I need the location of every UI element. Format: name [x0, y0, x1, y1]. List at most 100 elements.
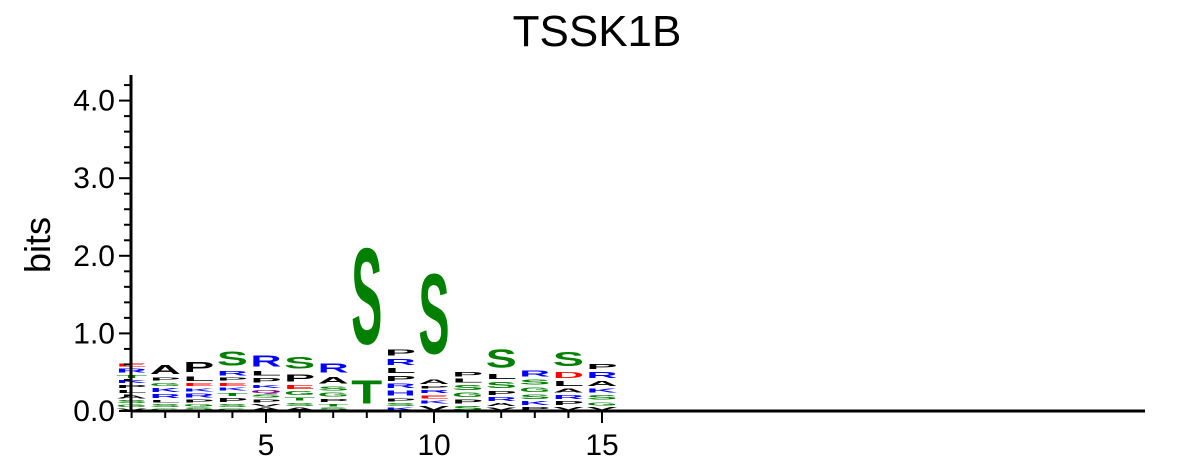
- logo-letter-S: S: [284, 354, 315, 373]
- logo-letter-R: R: [385, 357, 416, 366]
- logo-letter-P: P: [251, 377, 282, 384]
- logo-letter-V: V: [251, 403, 282, 407]
- logo-letter-P: P: [385, 397, 416, 402]
- x-tick-label: 5: [258, 429, 275, 462]
- y-tick-label: 1.0: [73, 317, 115, 350]
- logo-letter-T: T: [217, 392, 248, 398]
- logo-letter-R: R: [486, 396, 517, 402]
- logo-letter-K: K: [251, 384, 282, 389]
- logo-letter-S: S: [318, 386, 349, 392]
- logo-letter-S: S: [452, 384, 483, 392]
- x-tick-label: 10: [417, 429, 450, 462]
- logo-letter-G: G: [183, 403, 214, 407]
- logo-letter-G: G: [519, 386, 550, 393]
- logo-letter-S: S: [587, 394, 618, 401]
- logo-letter-G: G: [150, 382, 181, 387]
- logo-letter-S: S: [150, 403, 181, 408]
- logo-letter-A: A: [587, 380, 618, 388]
- y-axis-label: bits: [17, 217, 58, 273]
- logo-letter-R: R: [587, 371, 618, 380]
- logo-column-8: TS: [351, 219, 382, 411]
- logo-letter-S: S: [519, 379, 550, 387]
- logo-letter-R: R: [150, 393, 181, 399]
- logo-letter-P: P: [553, 400, 584, 406]
- logo-letter-P: P: [519, 406, 550, 411]
- logo-letter-P: P: [217, 397, 248, 403]
- logo-letter-S: S: [318, 407, 349, 411]
- logo-letter-P: P: [452, 399, 483, 405]
- logo-letter-E: E: [284, 384, 315, 390]
- logo-letter-S: S: [217, 347, 248, 369]
- logo-letter-S: S: [519, 393, 550, 400]
- logo-letter-G: G: [150, 408, 181, 411]
- y-axis-ticks: 0.0 1.0 2.0 3.0 4.0: [73, 84, 131, 428]
- logo-letter-S: S: [553, 348, 584, 370]
- logo-letter-S: S: [419, 251, 450, 378]
- logo-letter-D: D: [553, 371, 584, 380]
- logo-letter-P: P: [452, 371, 483, 378]
- logo-letter-R: R: [217, 370, 248, 377]
- x-tick-label: 15: [585, 429, 618, 462]
- logo-letter-S: S: [351, 219, 382, 373]
- logo-letter-A: A: [553, 388, 584, 394]
- logo-letter-T: T: [284, 396, 315, 402]
- logo-letter-P: P: [419, 385, 450, 389]
- logo-letter-G: G: [587, 401, 618, 406]
- logo-letter-R: R: [183, 392, 214, 398]
- logo-letter-L: L: [251, 370, 282, 377]
- logo-letter-T: T: [351, 374, 382, 411]
- logo-letter-S: S: [217, 403, 248, 408]
- logo-letter-P: P: [183, 399, 214, 404]
- logo-letter-A: A: [318, 375, 349, 385]
- logo-letter-A: A: [150, 363, 181, 377]
- logo-letter-K: K: [385, 407, 416, 411]
- logo-letter-R: R: [318, 361, 349, 375]
- logo-letter-R: R: [553, 394, 584, 400]
- logo-letter-P: P: [284, 373, 315, 384]
- y-tick-label: 4.0: [73, 85, 115, 118]
- logo-letter-R: R: [519, 369, 550, 378]
- logo-letter-K: K: [217, 387, 248, 392]
- logo-letter-S: S: [385, 402, 416, 407]
- logo-letter-E: E: [183, 382, 214, 387]
- logo-letter-A: A: [251, 407, 282, 411]
- logo-letter-L: L: [150, 399, 181, 403]
- logo-letter-P: P: [251, 399, 282, 404]
- logo-letter-S: S: [251, 394, 282, 399]
- logo-letter-V: V: [486, 407, 517, 411]
- y-tick-label: 3.0: [73, 162, 115, 195]
- logo-letter-S: S: [183, 407, 214, 411]
- logo-letter-G: G: [284, 390, 315, 396]
- logo-letter-K: K: [519, 400, 550, 406]
- logo-letter-P: P: [150, 377, 181, 382]
- logo-letter-P: P: [183, 359, 214, 375]
- logo-letter-V: V: [587, 406, 618, 411]
- logo-letter-S: S: [284, 402, 315, 407]
- logo-letter-G: G: [217, 408, 248, 411]
- logo-letter-P: P: [217, 377, 248, 382]
- logo-letter-L: L: [486, 373, 517, 381]
- x-axis-ticks: 5 10 15: [130, 411, 619, 462]
- logo-letter-E: E: [419, 394, 450, 399]
- logo-letter-P: P: [486, 390, 517, 396]
- logo-letter-L: L: [183, 375, 214, 382]
- y-tick-label: 0.0: [73, 395, 115, 428]
- y-tick-label: 2.0: [73, 240, 115, 273]
- logo-letter-A: A: [486, 403, 517, 408]
- chart-title: TSSK1B: [513, 7, 682, 56]
- logo-letter-K: K: [150, 387, 181, 393]
- logo-letter-L: L: [452, 378, 483, 384]
- logo-letter-P: P: [385, 348, 416, 357]
